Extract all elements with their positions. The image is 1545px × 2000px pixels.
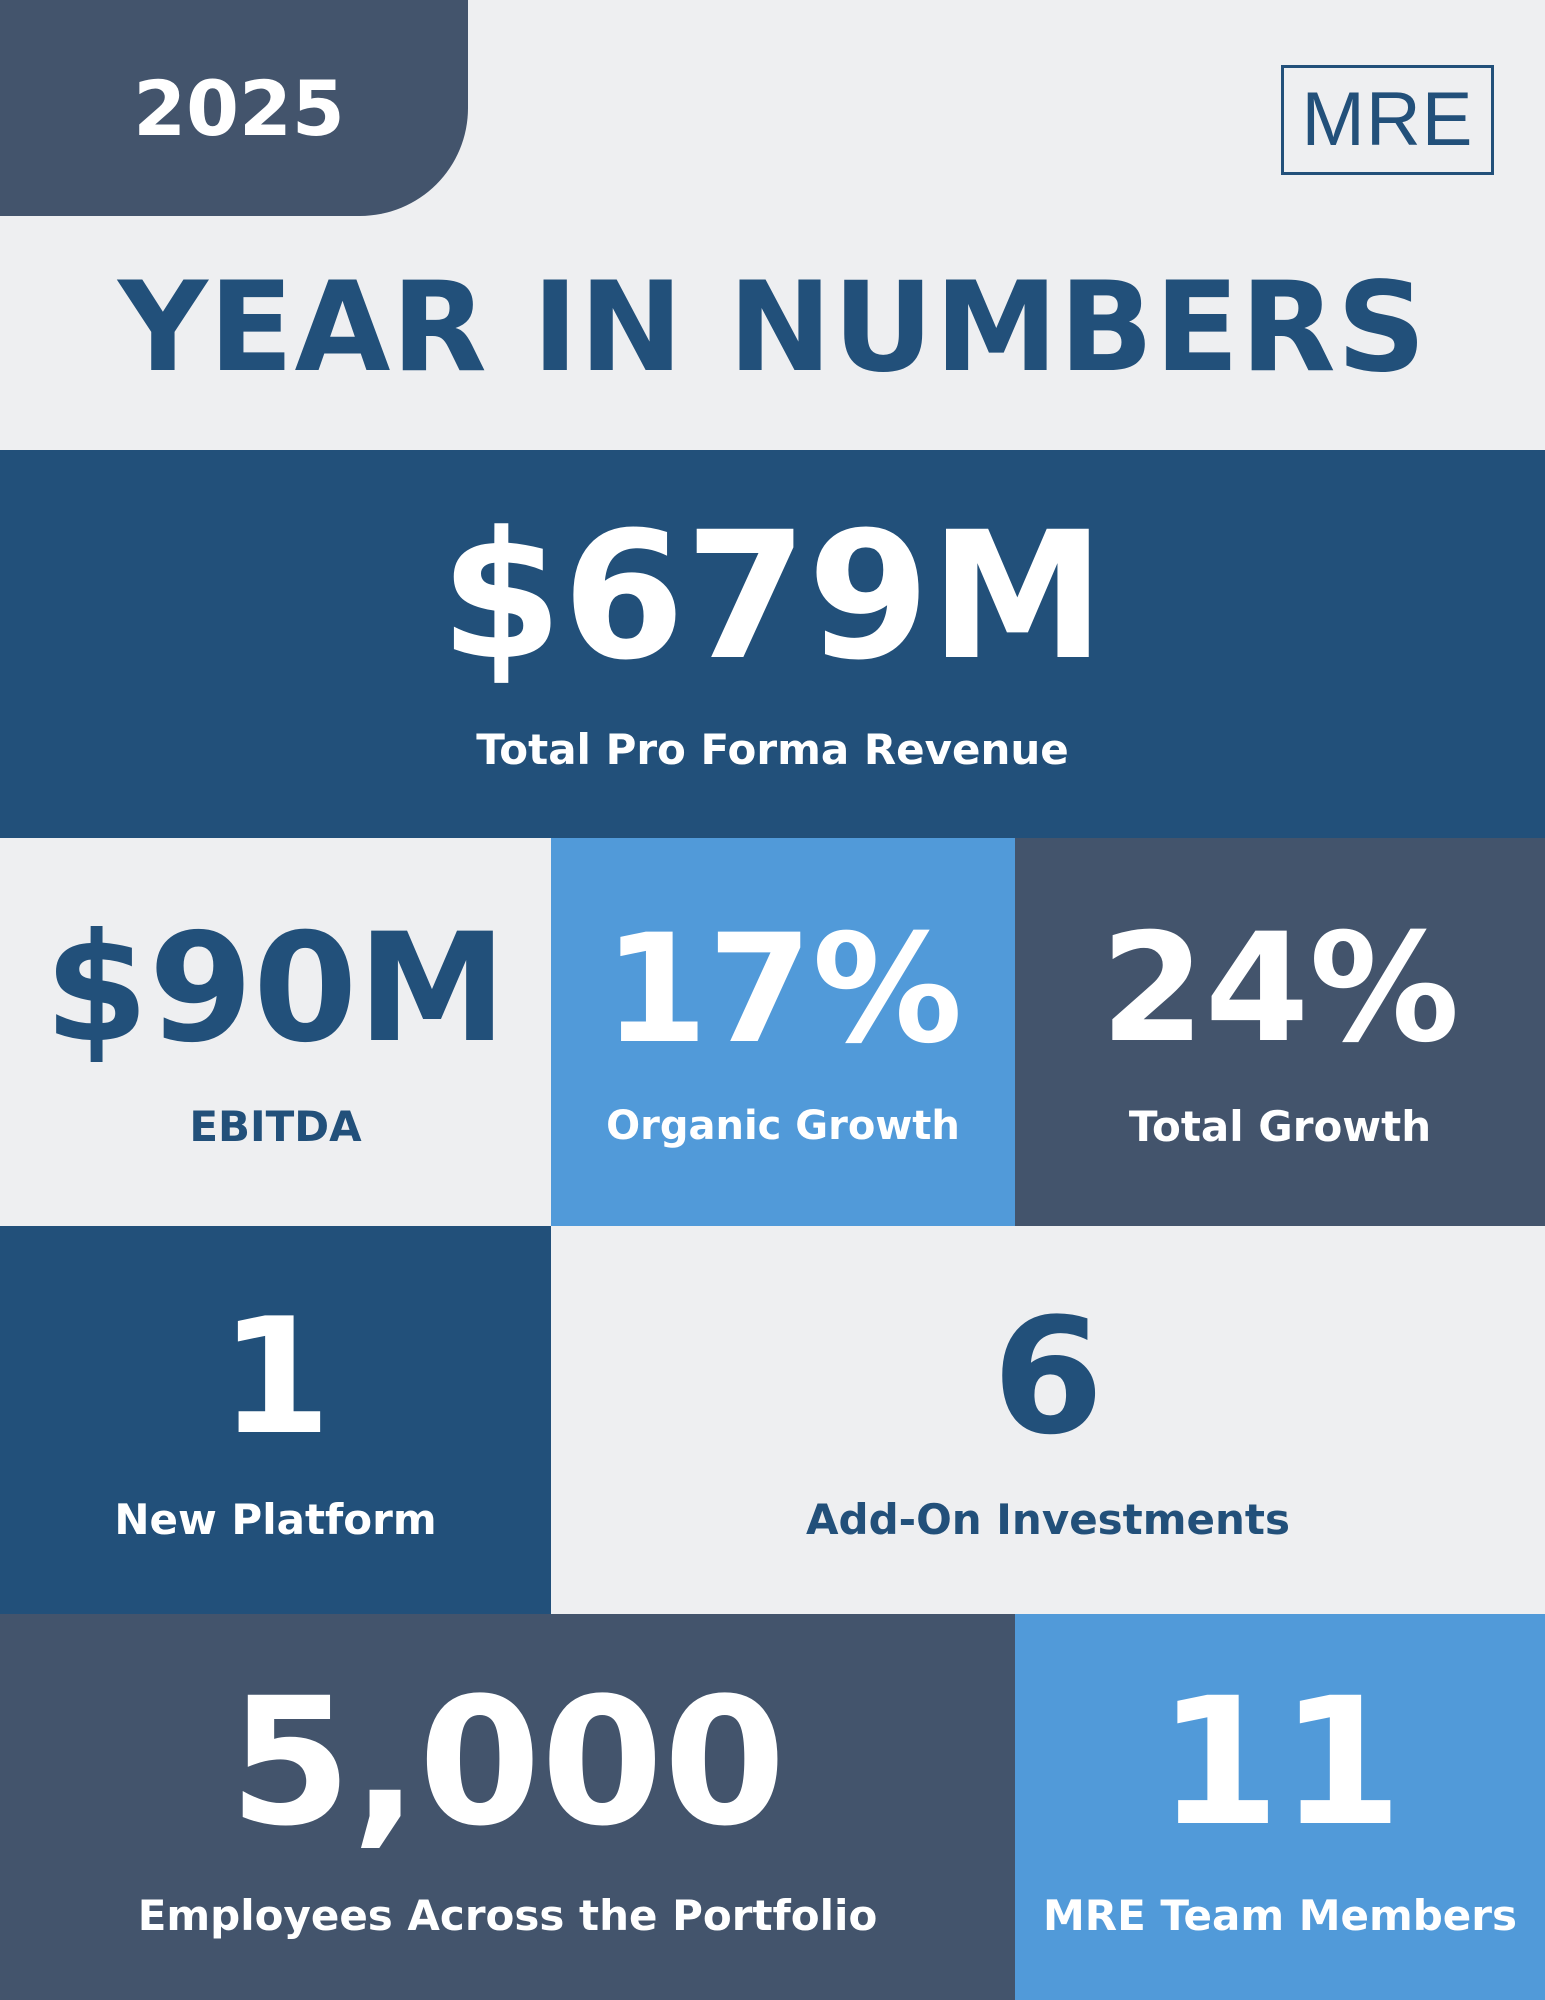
page-title: YEAR IN NUMBERS bbox=[117, 256, 1428, 400]
add-on-tile: 6 Add-On Investments bbox=[551, 1226, 1545, 1614]
logo-text: MRE bbox=[1301, 77, 1474, 162]
team-value: 11 bbox=[1157, 1659, 1403, 1865]
new-platform-tile: 1 New Platform bbox=[0, 1226, 551, 1614]
organic-growth-label: Organic Growth bbox=[606, 1103, 960, 1149]
total-growth-tile: 24% Total Growth bbox=[1015, 838, 1545, 1226]
team-label: MRE Team Members bbox=[1042, 1890, 1518, 1940]
ebitda-value: $90M bbox=[44, 901, 507, 1076]
add-on-label: Add-On Investments bbox=[806, 1494, 1290, 1544]
total-growth-label: Total Growth bbox=[1128, 1101, 1432, 1151]
new-platform-label: New Platform bbox=[114, 1494, 437, 1544]
mre-logo: MRE bbox=[1281, 65, 1494, 175]
organic-growth-tile: 17% Organic Growth bbox=[551, 838, 1015, 1226]
employees-tile: 5,000 Employees Across the Portfolio bbox=[0, 1614, 1015, 2000]
employees-value: 5,000 bbox=[229, 1659, 786, 1865]
total-growth-value: 24% bbox=[1100, 901, 1460, 1076]
revenue-label: Total Pro Forma Revenue bbox=[476, 724, 1069, 774]
year-label: 2025 bbox=[133, 63, 345, 153]
year-tab: 2025 bbox=[0, 0, 468, 216]
organic-growth-value: 17% bbox=[603, 903, 963, 1077]
revenue-tile: $679M Total Pro Forma Revenue bbox=[0, 450, 1545, 838]
add-on-value: 6 bbox=[992, 1282, 1104, 1470]
revenue-value: $679M bbox=[440, 493, 1105, 699]
new-platform-value: 1 bbox=[219, 1282, 332, 1470]
team-tile: 11 MRE Team Members bbox=[1015, 1614, 1545, 2000]
ebitda-tile: $90M EBITDA bbox=[0, 838, 551, 1226]
ebitda-label: EBITDA bbox=[189, 1101, 362, 1151]
employees-label: Employees Across the Portfolio bbox=[137, 1890, 878, 1940]
